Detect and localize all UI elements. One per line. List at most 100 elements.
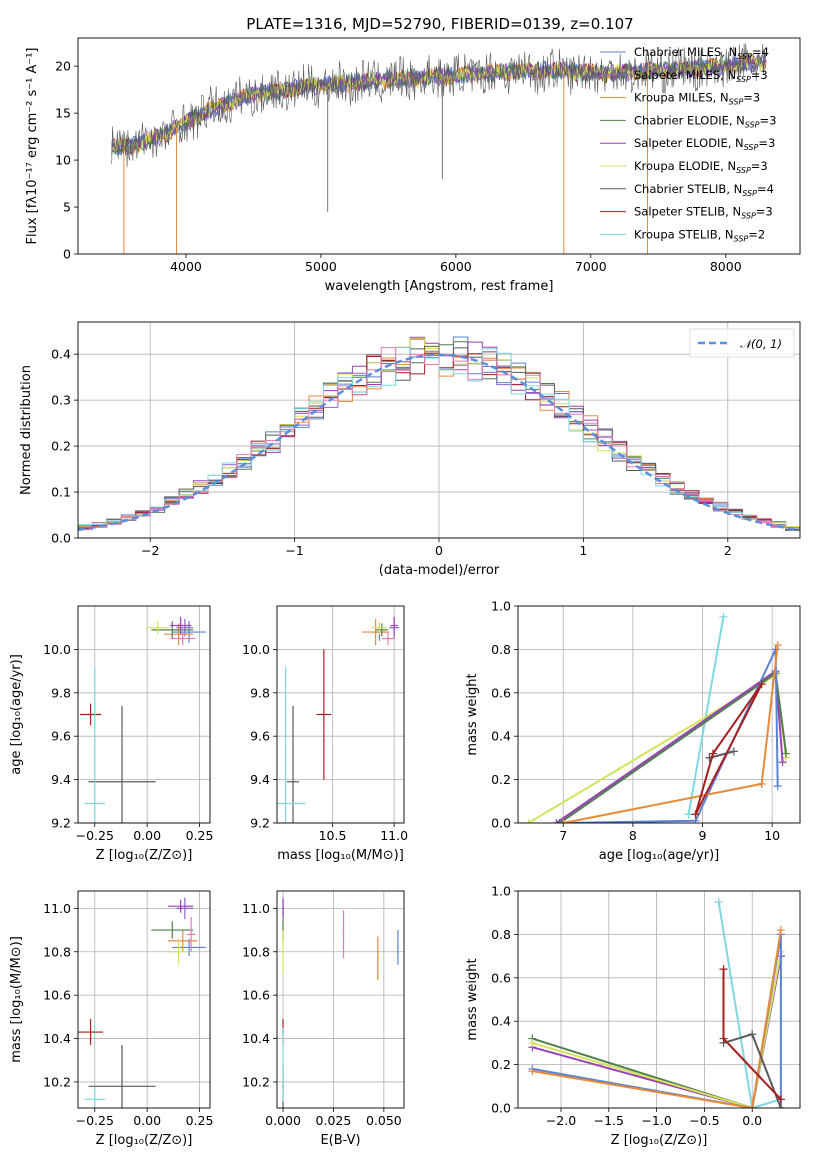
y-axis-label: mass weight	[465, 958, 480, 1040]
data-point	[282, 950, 284, 953]
x-tick-label: 10	[764, 828, 780, 843]
data-point	[171, 929, 174, 931]
data-point	[177, 633, 180, 636]
weight-line	[532, 929, 782, 1108]
panel-z-vs-age: −0.25 0.00 0.25 9.2 9.4 9.6 9.8 10.0 Z [log₁₀(Z/…	[9, 605, 214, 863]
data-point	[89, 713, 92, 716]
y-tick-label: 9.6	[51, 729, 71, 744]
data-point	[93, 802, 96, 805]
axes-frame	[77, 890, 211, 1109]
y-tick-label: 0.4	[491, 1014, 511, 1029]
y-tick-label: 10.6	[43, 988, 71, 1003]
data-point	[381, 629, 383, 631]
axes-frame	[77, 37, 801, 255]
weight-marker	[778, 758, 787, 767]
x-tick-label: −1.0	[641, 1113, 671, 1128]
y-axis-label: mass weight	[465, 673, 480, 755]
legend-entry: Salpeter ELODIE, NSSP=3	[634, 136, 775, 152]
y-tick-label: 11.0	[242, 901, 270, 916]
data-point	[342, 933, 345, 936]
plot-area	[528, 897, 785, 1108]
weight-marker	[776, 1104, 785, 1108]
legend-box	[689, 328, 795, 358]
weight-line	[717, 901, 782, 1108]
data-point	[284, 802, 287, 805]
y-tick-label: 10.4	[43, 1031, 71, 1046]
y-tick-label: 0.1	[51, 485, 71, 500]
plot-area	[80, 616, 206, 823]
legend-entry: Kroupa MILES, NSSP=3	[634, 91, 760, 107]
x-tick-label: 2	[724, 543, 732, 558]
weight-marker	[719, 965, 728, 974]
y-tick-label: 1.0	[491, 884, 511, 899]
y-tick-label: 0.4	[51, 347, 71, 362]
x-tick-label: 11.0	[380, 828, 408, 843]
x-tick-label: 1	[579, 543, 587, 558]
weight-marker	[528, 1067, 537, 1076]
data-point	[376, 957, 379, 960]
weight-marker	[757, 680, 766, 689]
legend-entry: Salpeter STELIB, NSSP=3	[634, 205, 773, 221]
figure-title: PLATE=1316, MJD=52790, FIBERID=0139, z=0…	[246, 15, 633, 33]
y-axis-label: mass [log₁₀(M/M⊙)]	[9, 936, 24, 1063]
y-tick-label: 9.2	[51, 816, 71, 831]
x-axis-label: Z [log₁₀(Z/Z⊙)]	[96, 1133, 193, 1148]
data-point	[374, 631, 377, 633]
data-point	[179, 624, 182, 627]
weight-marker	[773, 782, 782, 791]
weight-line	[563, 644, 779, 823]
data-point	[184, 907, 186, 910]
x-axis-label: wavelength [Angstrom, rest frame]	[325, 279, 554, 294]
x-tick-label: 0.00	[133, 1113, 161, 1128]
weight-marker	[714, 897, 723, 906]
data-point	[282, 1063, 284, 1066]
x-axis-label: Z [log₁₀(Z/Z⊙)]	[611, 1133, 708, 1148]
data-point	[282, 907, 284, 910]
data-point	[378, 626, 381, 629]
y-tick-label: 0.6	[491, 685, 511, 700]
x-tick-label: −2	[141, 543, 159, 558]
plot-area	[78, 897, 206, 1108]
weight-marker	[773, 641, 782, 650]
weight-line	[532, 951, 782, 1108]
panel-z-vs-mass-weight: −2.0 −1.5 −1.0 −0.5 0.0 0.0 0.2 0.4 0.6 0.8 1.0 Z […	[465, 884, 801, 1148]
y-tick-label: 10.8	[43, 944, 71, 959]
y-tick-label: 9.6	[250, 729, 270, 744]
y-tick-label: 1.0	[491, 599, 511, 614]
weight-marker	[559, 819, 568, 823]
weight-marker	[555, 819, 564, 823]
weight-marker	[729, 747, 738, 756]
y-tick-label: 0.0	[51, 531, 71, 546]
data-point	[121, 1085, 123, 1088]
data-point	[393, 624, 395, 627]
y-tick-label: 0.6	[491, 970, 511, 985]
axes-frame	[77, 605, 211, 824]
x-tick-label: 0	[435, 543, 443, 558]
y-tick-label: 0.4	[491, 729, 511, 744]
weight-marker	[757, 779, 766, 788]
weight-line	[694, 683, 763, 815]
x-tick-label: −1	[285, 543, 303, 558]
x-axis-label: Z [log₁₀(Z/Z⊙)]	[96, 848, 193, 863]
x-tick-label: 8000	[710, 259, 742, 274]
x-axis-label: age [log₁₀(age/yr)]	[599, 848, 720, 863]
weight-marker	[691, 810, 700, 819]
panel-spectrum: 4000 5000 6000 7000 8000 0 5 10 15 20 wavelength […	[25, 37, 801, 294]
x-axis-label: mass [log₁₀(M/M⊙)]	[277, 848, 404, 863]
y-tick-label: 10.4	[242, 1031, 270, 1046]
x-tick-label: 0.25	[186, 828, 214, 843]
y-tick-label: 10.2	[242, 1074, 270, 1089]
x-tick-label: 0.00	[133, 828, 161, 843]
legend-entry: 𝒩(0, 1)	[740, 337, 782, 351]
y-axis-label: age [log₁₀(age/yr)]	[9, 654, 24, 775]
y-tick-label: 10.0	[242, 642, 270, 657]
spectrum-chabrier-stelib	[111, 43, 767, 168]
data-point	[171, 629, 174, 631]
y-tick-label: 11.0	[43, 901, 71, 916]
weight-marker	[776, 1095, 785, 1104]
axes-frame	[517, 890, 801, 1109]
data-point	[188, 946, 190, 949]
x-tick-label: 9	[699, 828, 707, 843]
weight-marker	[524, 819, 533, 823]
x-tick-label: 7000	[575, 259, 607, 274]
